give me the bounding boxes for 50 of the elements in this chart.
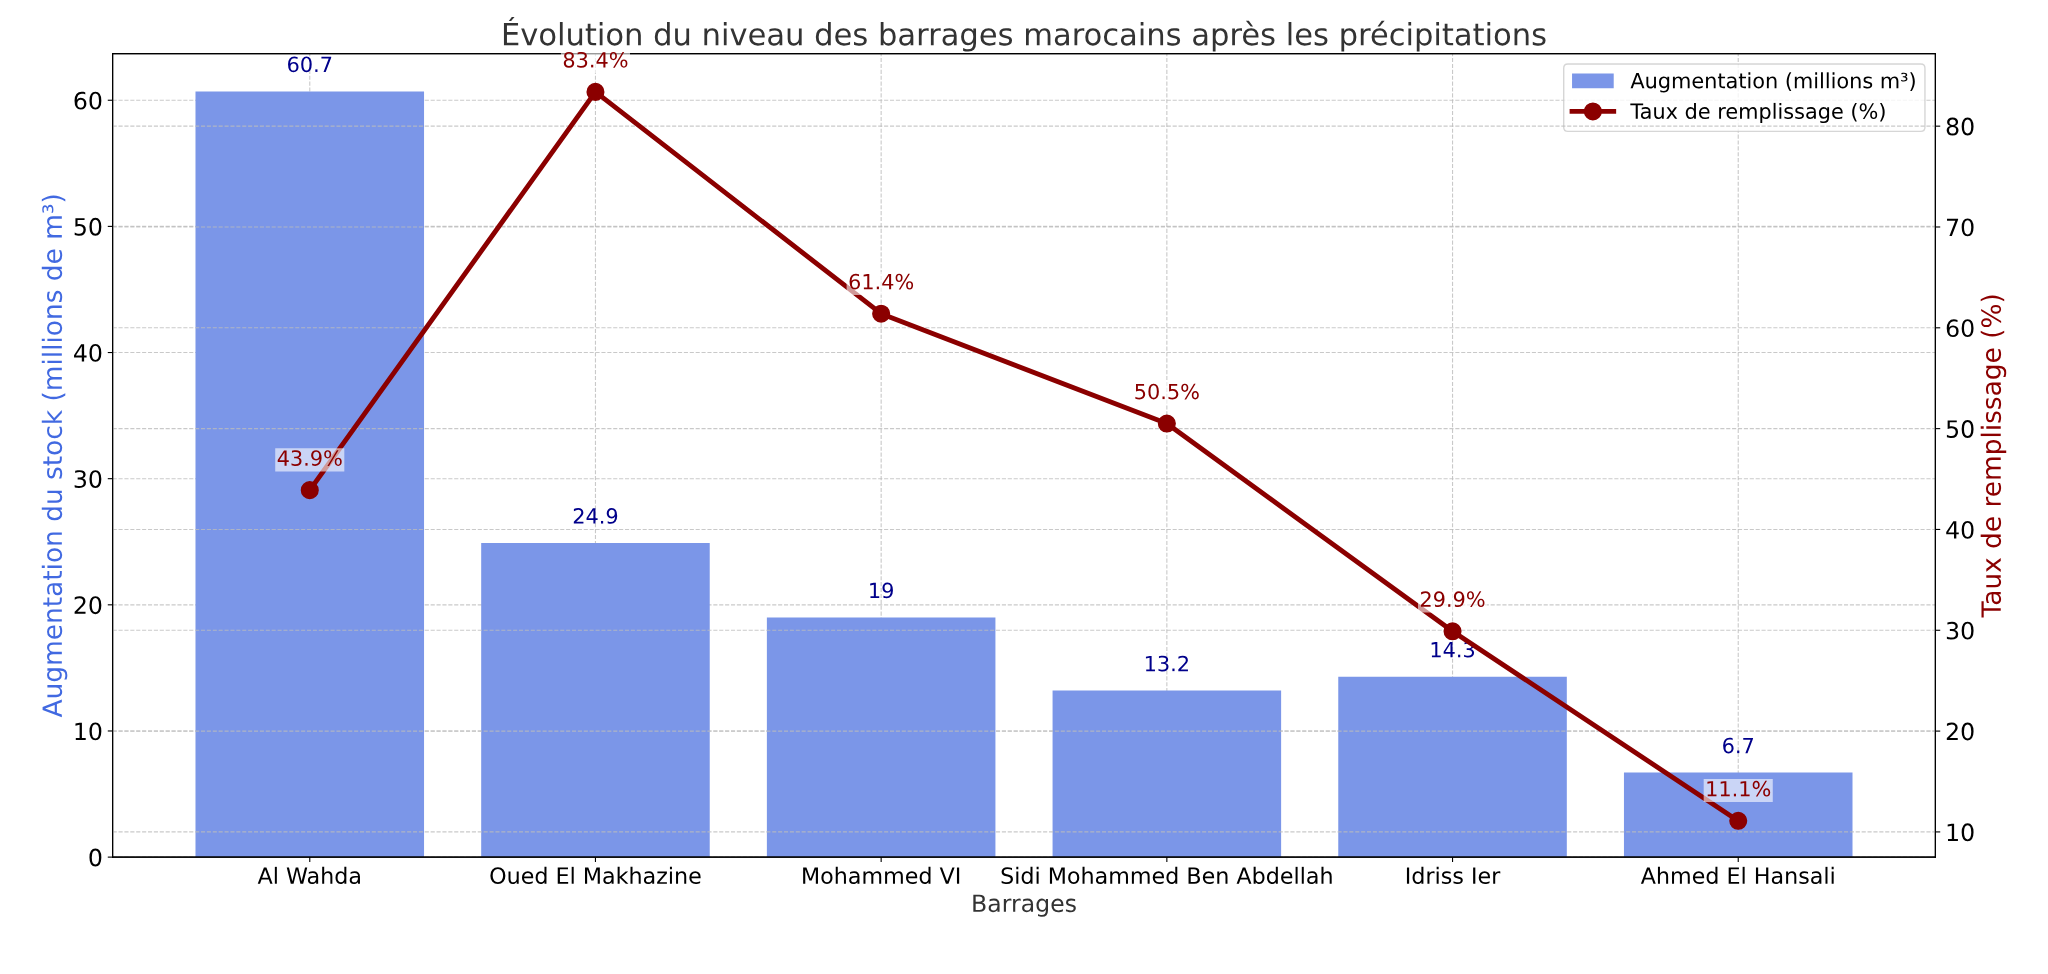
data-label: 43.9% bbox=[277, 450, 342, 466]
y-tick-label: 40 bbox=[74, 343, 102, 362]
x-tick-label: Ahmed El Hansali bbox=[1640, 866, 1834, 885]
y-axis-title: Augmentation du stock (millions de m³) bbox=[41, 195, 68, 718]
x-tick-label: Idriss Ier bbox=[1406, 866, 1501, 885]
y2-tick-label: 60 bbox=[1946, 319, 1974, 338]
bar bbox=[195, 91, 425, 858]
y-tick-label: 60 bbox=[74, 91, 102, 110]
data-label: 11.1% bbox=[1707, 780, 1771, 797]
y2-tick-label: 30 bbox=[1946, 621, 1974, 640]
data-label: 6.7 bbox=[1723, 737, 1754, 754]
x-tick-label: Mohammed VI bbox=[803, 866, 960, 885]
chart-title: Évolution du niveau des barrages marocains après les précipitations bbox=[503, 16, 1546, 52]
y-tick-label: 10 bbox=[75, 722, 102, 741]
y-tick-label: 30 bbox=[74, 470, 102, 488]
y2-tick-label: 40 bbox=[1946, 520, 1974, 539]
x-tick-label: Oued El Makhazine bbox=[490, 866, 701, 885]
bar bbox=[766, 617, 996, 858]
bar bbox=[1338, 676, 1567, 858]
x-axis-title: Barrages bbox=[973, 894, 1076, 917]
bar bbox=[1623, 772, 1853, 858]
legend-label: Taux de remplissage (%) bbox=[1630, 102, 1885, 124]
legend-label: Augmentation (millions m³) bbox=[1630, 72, 1915, 93]
y-tick-label: 50 bbox=[74, 217, 102, 236]
y2-axis-title: Taux de remplissage (%) bbox=[1980, 295, 2007, 618]
y2-tick-label: 20 bbox=[1946, 722, 1974, 741]
data-label: 50.5% bbox=[1135, 383, 1199, 400]
point bbox=[300, 481, 319, 500]
data-label: 61.4% bbox=[849, 273, 914, 290]
x-tick-label: Al Wahda bbox=[257, 866, 360, 885]
bar bbox=[1052, 690, 1282, 858]
point bbox=[586, 82, 605, 101]
point bbox=[872, 304, 891, 323]
y-tick-label: 20 bbox=[74, 596, 102, 615]
data-label: 60.7 bbox=[288, 56, 332, 73]
data-label: 13.2 bbox=[1145, 655, 1188, 672]
data-label: 24.9 bbox=[573, 508, 618, 524]
y2-tick-label: 70 bbox=[1947, 218, 1974, 237]
point bbox=[1443, 622, 1462, 641]
y-tick-label: 0 bbox=[89, 848, 102, 867]
y2-tick-label: 50 bbox=[1946, 420, 1974, 438]
data-label: 19 bbox=[870, 582, 893, 599]
data-label: 29.9% bbox=[1420, 591, 1485, 608]
x-tick-label: Sidi Mohammed Ben Abdellah bbox=[1001, 866, 1332, 885]
point bbox=[1157, 414, 1176, 433]
bar bbox=[481, 543, 710, 858]
point bbox=[1729, 811, 1748, 830]
y2-tick-label: 10 bbox=[1947, 823, 1974, 842]
data-label: 83.4% bbox=[563, 51, 628, 68]
y2-tick-label: 80 bbox=[1946, 117, 1974, 136]
